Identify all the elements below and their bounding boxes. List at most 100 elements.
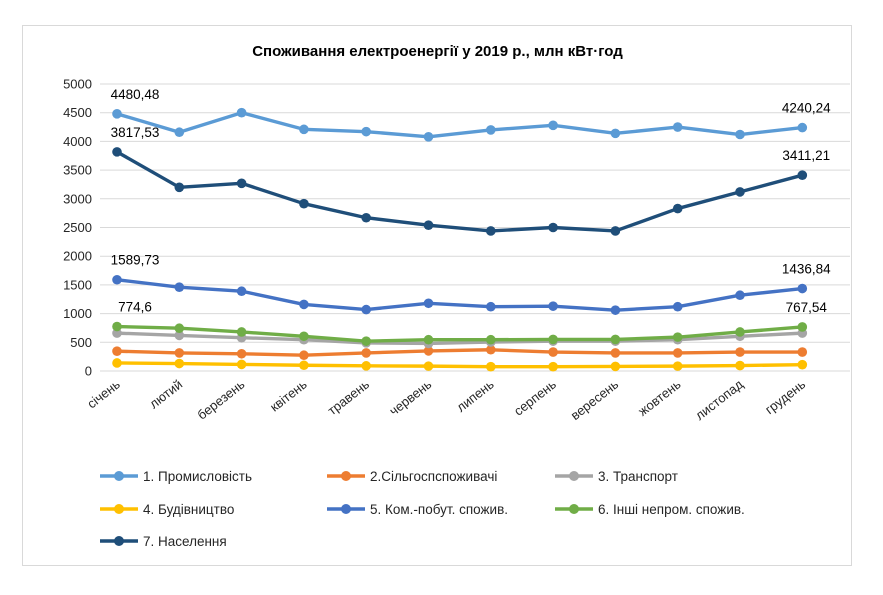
chart-title: Споживання електроенергії у 2019 р., млн…	[252, 43, 623, 60]
x-axis-label: серпень	[511, 376, 559, 418]
data-point	[236, 178, 247, 189]
x-axis-label: лютий	[146, 377, 185, 412]
y-axis-label: 500	[70, 335, 92, 350]
x-axis-label: січень	[84, 376, 123, 411]
data-point	[112, 147, 122, 157]
legend-item-2: 2.Сільгоспспоживачі	[327, 465, 497, 487]
data-point	[548, 120, 558, 131]
data-point	[299, 331, 309, 342]
x-axis-label: вересень	[568, 376, 622, 423]
legend-item-5: 5. Ком.-побут. спожив.	[327, 498, 508, 520]
data-point	[236, 359, 247, 370]
data-point	[610, 305, 621, 315]
y-axis-label: 2000	[63, 249, 92, 264]
legend-marker-icon	[100, 504, 138, 514]
data-point	[361, 361, 372, 371]
legend-marker-icon	[555, 504, 593, 514]
data-point	[486, 125, 496, 135]
data-point	[672, 332, 683, 342]
series-line-2	[115, 348, 804, 357]
data-point	[361, 212, 372, 223]
data-point	[735, 327, 745, 337]
data-point	[423, 220, 434, 231]
data-point	[299, 198, 309, 209]
data-point	[236, 107, 247, 118]
data-point	[174, 182, 185, 193]
data-point	[797, 359, 808, 370]
data-label: 1436,84	[782, 262, 831, 277]
legend-marker-icon	[100, 536, 138, 546]
data-point	[299, 360, 309, 371]
data-point	[486, 361, 496, 372]
data-point	[174, 330, 185, 341]
legend-marker-icon	[555, 471, 593, 481]
data-label: 3817,53	[111, 125, 160, 140]
data-point	[361, 304, 372, 315]
legend-item-6: 6. Інші непром. спожив.	[555, 498, 745, 520]
legend-item-label: 5. Ком.-побут. спожив.	[370, 501, 509, 517]
legend-item-1: 1. Промисловість	[100, 465, 252, 487]
data-point	[112, 274, 122, 285]
data-point	[548, 334, 558, 345]
x-axis-label: травень	[325, 376, 373, 418]
legend-item-label: 3. Транспорт	[598, 468, 678, 484]
data-point	[112, 328, 122, 338]
x-axis-label: жовтень	[635, 376, 683, 418]
data-point	[548, 222, 558, 233]
y-axis-label: 0	[85, 364, 92, 379]
legend-marker-icon	[327, 471, 365, 481]
data-point	[672, 361, 683, 371]
data-point	[548, 361, 558, 372]
series-line-5	[115, 278, 804, 312]
legend-item-label: 2.Сільгоспспоживачі	[370, 468, 498, 484]
data-point	[112, 109, 122, 119]
data-point	[797, 322, 808, 332]
data-point	[672, 203, 683, 214]
legend-item-4: 4. Будівництво	[100, 498, 234, 520]
data-point	[236, 348, 247, 359]
y-axis-label: 4500	[63, 105, 92, 120]
series-line-1	[115, 110, 804, 139]
data-point	[672, 301, 683, 312]
data-point	[236, 327, 247, 337]
x-axis-label: березень	[194, 376, 247, 422]
data-point	[486, 334, 496, 345]
legend-item-3: 3. Транспорт	[555, 465, 678, 487]
data-point	[174, 323, 185, 334]
data-point	[610, 334, 621, 345]
data-point	[486, 301, 496, 312]
data-label: 3411,21	[782, 148, 830, 163]
data-point	[423, 361, 434, 371]
data-point	[423, 298, 434, 309]
series-line-6	[115, 324, 804, 343]
x-axis-label: грудень	[762, 376, 808, 417]
x-axis-label: квітень	[267, 376, 310, 414]
data-label: 774,6	[118, 300, 152, 315]
legend-marker-icon	[100, 471, 138, 481]
legend-marker-icon	[327, 504, 365, 514]
data-point	[299, 299, 309, 310]
data-point	[361, 336, 372, 346]
data-point	[361, 126, 372, 137]
y-axis-label: 5000	[63, 77, 92, 92]
data-point	[112, 321, 122, 332]
legend-item-label: 4. Будівництво	[143, 501, 235, 517]
data-label: 4480,48	[111, 87, 160, 102]
data-point	[735, 360, 745, 371]
data-point	[423, 132, 434, 142]
data-point	[174, 348, 185, 358]
series-line-3	[115, 331, 804, 346]
data-point	[174, 127, 185, 138]
legend-item-7: 7. Населення	[100, 530, 227, 552]
data-point	[112, 358, 122, 368]
data-point	[610, 348, 621, 358]
data-point	[797, 122, 808, 133]
data-point	[112, 346, 122, 356]
data-label: 4240,24	[782, 101, 831, 116]
x-axis-label: листопад	[692, 376, 746, 423]
data-point	[236, 286, 247, 297]
data-point	[174, 358, 185, 369]
y-axis-label: 3000	[63, 191, 92, 206]
legend-item-label: 1. Промисловість	[143, 468, 252, 484]
